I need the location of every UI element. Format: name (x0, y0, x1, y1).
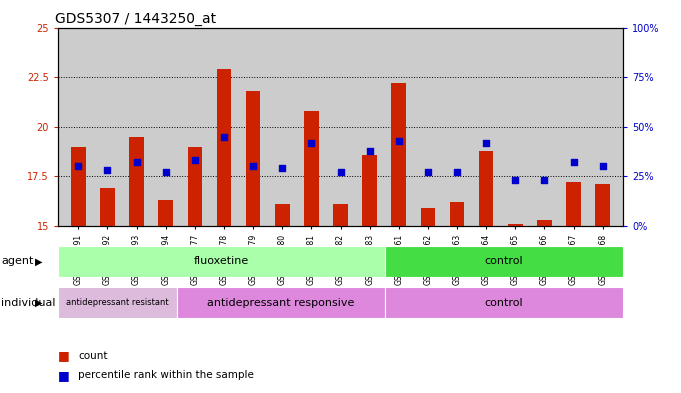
Text: ■: ■ (58, 369, 69, 382)
Point (189, 157, 200, 163)
Bar (129, 137, 144, 226)
Bar (333, 204, 348, 226)
Text: antidepressant resistant: antidepressant resistant (66, 298, 169, 307)
Bar (537, 220, 552, 226)
Bar (187, 147, 202, 226)
Bar (71, 147, 86, 226)
Point (394, 138, 405, 144)
Point (335, 169, 346, 176)
Bar (567, 182, 581, 226)
Bar (595, 184, 610, 226)
Point (452, 169, 462, 176)
Bar (177, 287, 385, 318)
Bar (479, 151, 494, 226)
Bar (58, 246, 385, 277)
Point (481, 140, 492, 146)
Bar (246, 91, 260, 226)
Text: GDS5307 / 1443250_at: GDS5307 / 1443250_at (55, 13, 216, 26)
Bar (385, 287, 623, 318)
Bar (421, 208, 435, 226)
Text: fluoxetine: fluoxetine (194, 256, 249, 266)
Text: percentile rank within the sample: percentile rank within the sample (78, 370, 254, 380)
Bar (275, 204, 289, 226)
Point (539, 177, 550, 184)
Point (306, 140, 317, 146)
Bar (392, 83, 406, 226)
Point (73, 163, 84, 169)
Point (597, 163, 608, 169)
Bar (58, 287, 177, 318)
Bar (159, 200, 173, 226)
Bar (217, 69, 232, 226)
Point (131, 159, 142, 165)
Bar (385, 246, 623, 277)
Point (248, 163, 259, 169)
Text: agent: agent (1, 256, 34, 266)
Point (160, 169, 171, 176)
Bar (449, 202, 464, 226)
Text: control: control (485, 298, 524, 308)
Text: count: count (78, 351, 108, 361)
Text: ■: ■ (58, 349, 69, 362)
Text: ▶: ▶ (35, 298, 43, 308)
Point (219, 134, 229, 140)
Text: antidepressant responsive: antidepressant responsive (207, 298, 355, 308)
Point (510, 177, 521, 184)
Text: individual: individual (1, 298, 56, 308)
Bar (508, 224, 522, 226)
Point (102, 167, 113, 174)
Text: ▶: ▶ (35, 256, 43, 266)
Bar (100, 188, 114, 226)
Point (364, 147, 375, 154)
Point (422, 169, 433, 176)
Text: control: control (485, 256, 524, 266)
Bar (362, 154, 377, 226)
Point (568, 159, 579, 165)
Point (276, 165, 287, 172)
Bar (304, 111, 319, 226)
